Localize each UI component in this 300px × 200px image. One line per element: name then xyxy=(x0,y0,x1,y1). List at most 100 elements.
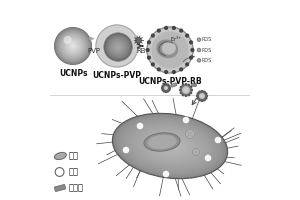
Circle shape xyxy=(192,148,200,156)
Ellipse shape xyxy=(154,137,185,155)
Circle shape xyxy=(112,41,124,53)
Circle shape xyxy=(197,93,199,95)
Circle shape xyxy=(59,32,87,60)
Circle shape xyxy=(61,34,85,58)
Circle shape xyxy=(148,41,150,44)
Ellipse shape xyxy=(153,136,187,156)
Circle shape xyxy=(201,91,203,92)
Ellipse shape xyxy=(137,127,202,165)
Text: UCNPs-PVP-RB: UCNPs-PVP-RB xyxy=(138,77,202,86)
Circle shape xyxy=(96,25,138,67)
Circle shape xyxy=(123,147,129,153)
Ellipse shape xyxy=(147,133,193,159)
Circle shape xyxy=(188,94,190,96)
Circle shape xyxy=(182,85,190,95)
Circle shape xyxy=(70,43,76,49)
Text: 质粒: 质粒 xyxy=(69,168,79,176)
Circle shape xyxy=(164,90,165,92)
Circle shape xyxy=(67,40,79,52)
Circle shape xyxy=(200,94,204,98)
FancyBboxPatch shape xyxy=(191,83,196,87)
Circle shape xyxy=(115,44,121,50)
Ellipse shape xyxy=(118,117,222,175)
Circle shape xyxy=(107,36,129,58)
Circle shape xyxy=(164,84,165,86)
Circle shape xyxy=(191,49,194,51)
Circle shape xyxy=(104,33,132,61)
Circle shape xyxy=(72,45,74,47)
Circle shape xyxy=(57,30,89,62)
Circle shape xyxy=(104,33,132,61)
Circle shape xyxy=(201,100,203,101)
Circle shape xyxy=(152,34,154,37)
Circle shape xyxy=(197,38,201,41)
Circle shape xyxy=(197,59,201,62)
Circle shape xyxy=(70,44,75,48)
Ellipse shape xyxy=(132,124,208,168)
Circle shape xyxy=(152,32,188,68)
Circle shape xyxy=(185,89,187,91)
Circle shape xyxy=(182,86,190,94)
Circle shape xyxy=(64,37,82,55)
Circle shape xyxy=(165,84,167,85)
Circle shape xyxy=(71,44,75,48)
Circle shape xyxy=(66,39,80,53)
Circle shape xyxy=(199,93,205,99)
Ellipse shape xyxy=(134,125,206,167)
Text: RB: RB xyxy=(137,48,146,54)
Ellipse shape xyxy=(141,130,199,162)
Ellipse shape xyxy=(139,129,201,163)
Circle shape xyxy=(194,150,198,154)
Circle shape xyxy=(111,40,125,54)
Ellipse shape xyxy=(135,126,205,166)
Circle shape xyxy=(56,29,90,63)
Circle shape xyxy=(165,87,167,89)
Circle shape xyxy=(167,90,169,92)
Circle shape xyxy=(105,34,131,60)
Circle shape xyxy=(64,36,83,55)
Circle shape xyxy=(190,92,192,94)
Ellipse shape xyxy=(148,135,176,149)
Ellipse shape xyxy=(120,118,220,174)
Ellipse shape xyxy=(168,145,172,147)
Circle shape xyxy=(206,95,207,97)
Circle shape xyxy=(110,39,126,55)
Circle shape xyxy=(152,63,154,66)
Text: UCNPs-PVP: UCNPs-PVP xyxy=(92,71,142,80)
Circle shape xyxy=(183,87,189,93)
Circle shape xyxy=(183,117,189,123)
Circle shape xyxy=(165,91,167,92)
Circle shape xyxy=(182,94,184,96)
Circle shape xyxy=(65,38,81,54)
Text: ROS: ROS xyxy=(202,37,212,42)
Circle shape xyxy=(164,86,167,89)
Ellipse shape xyxy=(162,142,178,150)
Circle shape xyxy=(201,95,203,97)
Ellipse shape xyxy=(157,138,183,154)
Circle shape xyxy=(61,35,84,57)
Circle shape xyxy=(167,84,169,86)
Circle shape xyxy=(115,43,122,51)
Circle shape xyxy=(180,86,182,88)
Circle shape xyxy=(162,85,164,87)
Circle shape xyxy=(117,46,119,48)
Circle shape xyxy=(198,92,206,100)
Circle shape xyxy=(163,85,169,91)
Circle shape xyxy=(59,32,87,60)
Circle shape xyxy=(172,71,175,73)
Ellipse shape xyxy=(114,114,226,178)
Circle shape xyxy=(182,86,190,94)
Circle shape xyxy=(66,39,80,53)
Circle shape xyxy=(165,71,167,73)
Text: ROS: ROS xyxy=(202,47,212,52)
Ellipse shape xyxy=(126,121,214,171)
Circle shape xyxy=(201,95,203,97)
Circle shape xyxy=(163,85,169,91)
Circle shape xyxy=(110,38,127,56)
Circle shape xyxy=(196,95,198,97)
Ellipse shape xyxy=(163,42,175,54)
Circle shape xyxy=(164,86,168,90)
Text: UCNPs: UCNPs xyxy=(59,69,87,78)
Circle shape xyxy=(72,45,74,47)
Circle shape xyxy=(186,63,189,66)
